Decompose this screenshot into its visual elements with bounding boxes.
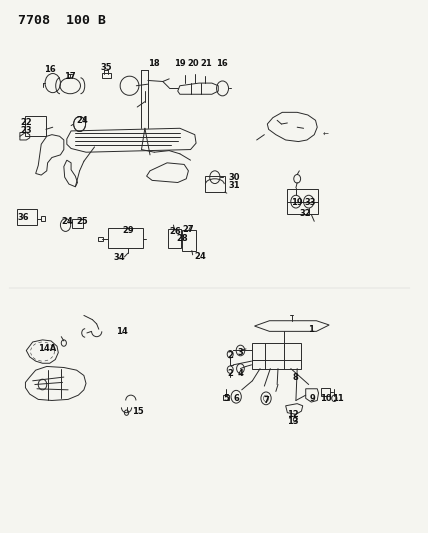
Text: 31: 31 [229, 181, 240, 190]
Bar [223, 395, 229, 400]
Text: 6: 6 [233, 394, 239, 403]
Text: 5: 5 [223, 394, 229, 403]
Text: 23: 23 [21, 126, 32, 135]
Text: 27: 27 [183, 225, 194, 234]
Text: 4: 4 [238, 369, 244, 378]
Text: 17: 17 [64, 72, 76, 81]
Text: 20: 20 [188, 59, 199, 68]
Bar [41, 216, 45, 221]
Text: 14: 14 [116, 327, 128, 336]
Text: 35: 35 [101, 63, 112, 71]
Text: 14A: 14A [38, 344, 56, 353]
Text: 1: 1 [308, 325, 314, 334]
Text: 8: 8 [292, 373, 298, 382]
Text: 26: 26 [169, 228, 181, 237]
Text: 24: 24 [194, 253, 206, 261]
Text: 19: 19 [291, 198, 303, 207]
Text: 2: 2 [227, 369, 233, 378]
Text: 21: 21 [200, 59, 212, 68]
Bar [287, 189, 318, 214]
Text: 2: 2 [227, 351, 233, 360]
Text: 25: 25 [77, 217, 89, 226]
Text: 10: 10 [320, 394, 332, 403]
Text: 29: 29 [122, 226, 134, 235]
Text: 22: 22 [21, 118, 32, 127]
Text: 15: 15 [132, 407, 144, 416]
Bar [108, 228, 143, 248]
Text: 30: 30 [229, 173, 240, 182]
Bar [252, 343, 300, 368]
Text: 3: 3 [238, 348, 244, 357]
Text: 18: 18 [148, 59, 159, 68]
Text: 9: 9 [309, 394, 315, 403]
Text: ←: ← [323, 132, 329, 138]
Text: 16: 16 [44, 66, 56, 74]
Bar [205, 176, 225, 192]
Bar [17, 209, 37, 225]
Bar [102, 73, 111, 78]
Text: 32: 32 [300, 209, 312, 218]
Text: 7: 7 [263, 396, 269, 405]
Text: 33: 33 [304, 198, 316, 207]
Bar [168, 229, 181, 248]
Text: 28: 28 [176, 235, 188, 244]
Text: 24: 24 [76, 116, 88, 125]
Text: 16: 16 [216, 59, 228, 68]
Bar [98, 237, 103, 241]
Bar [25, 116, 46, 136]
Text: 7708  100 B: 7708 100 B [18, 14, 106, 27]
Bar [321, 387, 330, 396]
Text: 36: 36 [17, 213, 29, 222]
Text: 24: 24 [61, 217, 73, 226]
Text: 12: 12 [287, 410, 299, 419]
Text: 34: 34 [113, 254, 125, 262]
Bar [72, 219, 83, 228]
Bar [182, 230, 196, 251]
Text: 19: 19 [174, 59, 186, 68]
Text: 11: 11 [332, 394, 344, 403]
Text: 13: 13 [287, 417, 299, 426]
